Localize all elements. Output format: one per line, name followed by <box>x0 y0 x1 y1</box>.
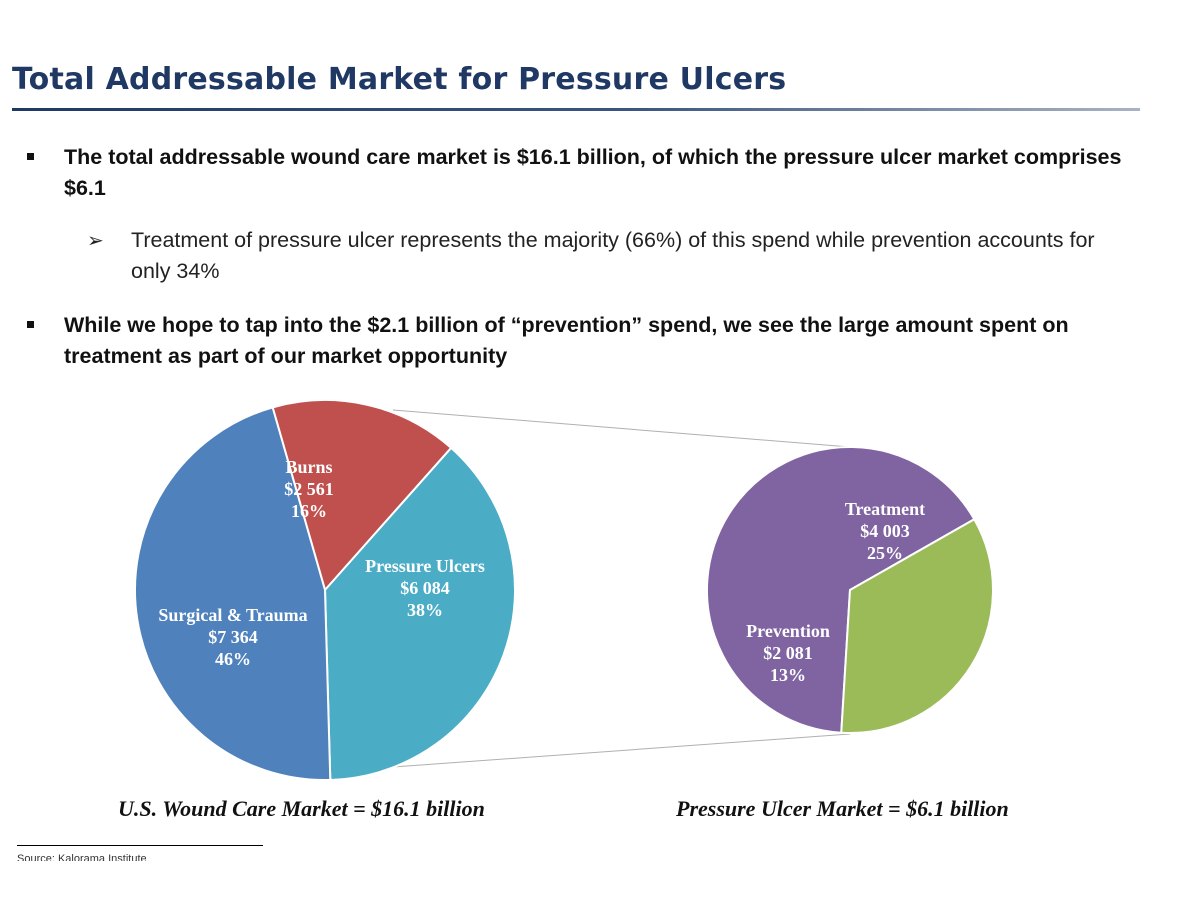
wound-care-caption: U.S. Wound Care Market = $16.1 billion <box>118 796 485 821</box>
pie-connector-lines <box>392 409 851 768</box>
connector-top <box>392 409 851 448</box>
pressure-ulcer-slice-treatment <box>705 446 976 734</box>
bullet-1: The total addressable wound care market … <box>27 142 1154 204</box>
wound-care-slice-surgical-trauma <box>134 406 332 781</box>
source-rule <box>17 845 263 846</box>
slide-title: Total Addressable Market for Pressure Ul… <box>12 62 787 97</box>
arrow-bullet-icon: ➢ <box>87 228 104 252</box>
pressure-ulcer-label-treatment-name: Treatment <box>845 499 925 519</box>
wound-care-label-surgical-trauma-percent: 46% <box>215 649 251 669</box>
wound-care-label-pressure-ulcers-percent: 38% <box>407 600 443 620</box>
bullet-square-icon <box>27 153 34 160</box>
sub-bullet-1: ➢ Treatment of pressure ulcer represents… <box>87 225 1131 287</box>
pressure-ulcer-label-prevention-percent: 13% <box>770 665 806 685</box>
sub-bullet-1-text: Treatment of pressure ulcer represents t… <box>131 228 1095 283</box>
wound-care-label-pressure-ulcers-name: Pressure Ulcers <box>365 556 485 576</box>
wound-care-label-burns-percent: 16% <box>291 501 327 521</box>
bullet-1-text: The total addressable wound care market … <box>64 145 1122 200</box>
pressure-ulcer-slice-prevention <box>840 517 994 734</box>
wound-care-label-pressure-ulcers-value: $6 084 <box>400 578 450 598</box>
pressure-ulcer-label-prevention-name: Prevention <box>746 621 830 641</box>
wound-care-label-surgical-trauma-value: $7 364 <box>208 627 258 647</box>
bullet-2-text: While we hope to tap into the $2.1 billi… <box>64 313 1069 368</box>
source-note: Source: Kalorama Institute <box>17 853 147 861</box>
pressure-ulcer-label-prevention-value: $2 081 <box>763 643 813 663</box>
pressure-ulcer-label-treatment-value: $4 003 <box>860 521 910 541</box>
pressure-ulcer-pie <box>705 446 994 734</box>
bullet-2: While we hope to tap into the $2.1 billi… <box>27 310 1154 372</box>
connector-bottom <box>392 733 851 768</box>
pressure-ulcer-label-treatment-percent: 25% <box>867 543 903 563</box>
pressure-ulcer-caption: Pressure Ulcer Market = $6.1 billion <box>676 796 1009 821</box>
wound-care-label-burns-name: Burns <box>285 457 332 477</box>
title-underline <box>12 108 1140 111</box>
wound-care-label-surgical-trauma-name: Surgical & Trauma <box>158 605 307 625</box>
wound-care-label-burns-value: $2 561 <box>284 479 334 499</box>
bullet-square-icon <box>27 321 34 328</box>
wound-care-slice-pressure-ulcers <box>323 446 516 781</box>
wound-care-slice-burns <box>271 399 453 593</box>
wound-care-pie <box>134 399 516 781</box>
